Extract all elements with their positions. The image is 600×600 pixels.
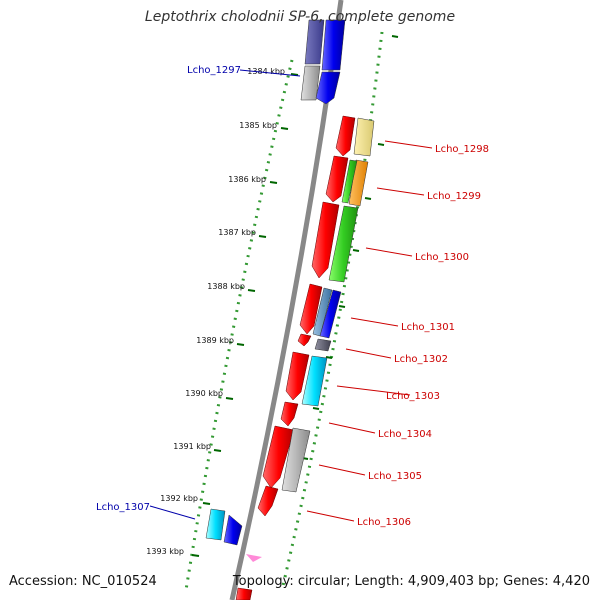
gene-label-lcho-1299[interactable]: Lcho_1299: [427, 191, 481, 202]
cds-red-1298: [335, 115, 356, 157]
cds-dark-1302: [314, 338, 332, 352]
tick-label-1390: 1390 kbp: [185, 389, 223, 398]
cds-cyan-1303: [301, 355, 328, 407]
outer-tick-marks: [301, 35, 399, 460]
kbp-tick-marks: [191, 73, 299, 557]
cds-gray-1297: [300, 65, 321, 101]
red-cds-arrows: [235, 115, 356, 600]
gene-features-right: [281, 117, 375, 493]
cds-purple-top: [304, 19, 325, 65]
tick-label-1384: 1384 kbp: [247, 67, 285, 76]
misc-feature-pink: [246, 554, 262, 562]
tick-label-1389: 1389 kbp: [196, 336, 234, 345]
gene-features-bottom-left: [205, 508, 262, 562]
tick-label-1386: 1386 kbp: [228, 175, 266, 184]
gene-label-lcho-1304[interactable]: Lcho_1304: [378, 429, 432, 440]
gene-features-top: [300, 19, 346, 105]
gene-label-lcho-1306[interactable]: Lcho_1306: [357, 517, 411, 528]
tick-label-1388: 1388 kbp: [207, 282, 245, 291]
tick-label-1393: 1393 kbp: [146, 547, 184, 556]
map-title: Leptothrix cholodnii SP-6, complete geno…: [144, 9, 456, 25]
genome-summary-text: Topology: circular; Length: 4,909,403 bp…: [232, 574, 590, 589]
cds-blue-1297: [315, 71, 341, 105]
gene-label-lcho-1302[interactable]: Lcho_1302: [394, 354, 448, 365]
tick-label-1385: 1385 kbp: [239, 121, 277, 130]
cds-cyan-1307: [205, 508, 226, 541]
cds-red-1301: [299, 283, 323, 335]
gene-label-lcho-1305[interactable]: Lcho_1305: [368, 471, 422, 482]
cds-yellow-1298: [353, 117, 375, 157]
tick-label-1387: 1387 kbp: [218, 228, 256, 237]
gene-label-lcho-1303[interactable]: Lcho_1303: [386, 391, 440, 402]
gene-label-lcho-1307[interactable]: Lcho_1307: [96, 502, 150, 513]
tick-label-1392: 1392 kbp: [160, 494, 198, 503]
gene-label-lcho-1301[interactable]: Lcho_1301: [401, 322, 455, 333]
cds-green-1299: [341, 159, 358, 204]
cds-red-bottom: [235, 587, 253, 600]
cds-green-1300: [328, 205, 359, 283]
accession-text: Accession: NC_010524: [9, 574, 157, 589]
cds-orange-1299: [348, 159, 369, 207]
inner-ring-dots: [184, 59, 294, 591]
cds-red-1303: [285, 351, 310, 401]
gene-label-lcho-1297[interactable]: Lcho_1297: [187, 65, 241, 76]
label-connectors: [149, 69, 433, 522]
cds-red-1304: [280, 401, 299, 427]
cds-red-1302: [297, 333, 312, 347]
cds-blue-1307: [223, 514, 243, 546]
gene-label-lcho-1298[interactable]: Lcho_1298: [435, 144, 489, 155]
cds-red-1300: [311, 201, 340, 279]
cds-gray-1305: [281, 427, 311, 493]
cds-red-1306: [257, 485, 279, 517]
tick-label-1391: 1391 kbp: [173, 442, 211, 451]
cds-red-1305: [262, 425, 295, 489]
gene-label-lcho-1300[interactable]: Lcho_1300: [415, 252, 469, 263]
cds-blue-top: [321, 19, 346, 71]
cds-blue-1301: [319, 289, 342, 339]
cds-red-1299: [325, 155, 349, 203]
